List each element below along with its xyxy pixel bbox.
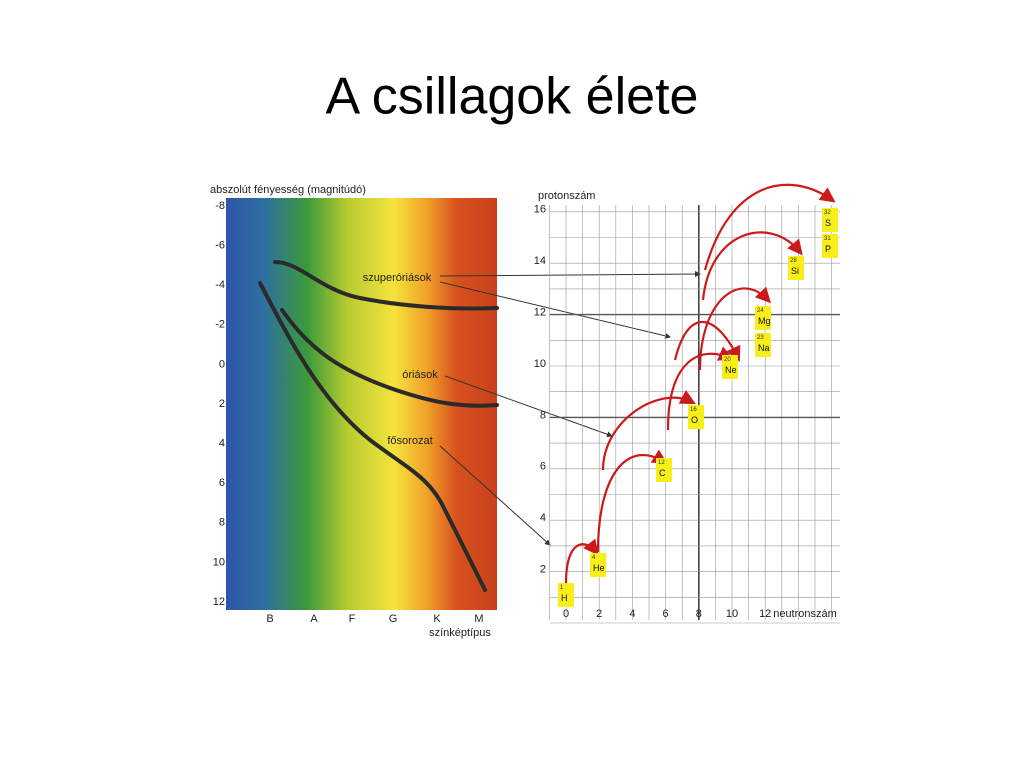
arc (666, 346, 735, 431)
x-label: G (389, 613, 398, 625)
x-label: F (349, 613, 356, 625)
mass-number: 24 (757, 308, 764, 314)
mass-number: 1 (560, 585, 564, 591)
element-symbol: Na (758, 343, 770, 353)
y-label: 6 (219, 477, 225, 489)
giant-curve (280, 308, 499, 408)
x-label: 0 (563, 608, 569, 620)
element-box (558, 583, 574, 607)
y-label: 12 (534, 307, 546, 319)
elements: 1 H 4 He 12 C 16 O 20 Ne 24 Mg 23 Na 28 Si 32 S 31 P (558, 208, 838, 607)
y-label: -4 (215, 279, 225, 291)
x-axis-title: neutronszám (773, 608, 837, 620)
y-label: 0 (219, 358, 225, 370)
y-label: 6 (540, 461, 546, 473)
x-axis-title: színképtípus (429, 627, 491, 639)
x-label: 12 (759, 608, 771, 620)
y-label: 16 (534, 204, 546, 216)
x-label: 6 (663, 608, 669, 620)
arrow (439, 445, 551, 546)
element-symbol: Ne (725, 365, 737, 375)
element-symbol: S (825, 218, 831, 228)
x-label: 2 (596, 608, 602, 620)
mass-number: 12 (658, 460, 665, 466)
main-sequence-curve (258, 281, 487, 592)
element-box (722, 355, 738, 379)
element-symbol: O (691, 415, 698, 425)
slide-title: A csillagok élete (326, 68, 699, 126)
arc (673, 321, 741, 362)
element-symbol: C (659, 468, 666, 478)
mass-number: 28 (790, 258, 797, 264)
arrow (444, 375, 613, 438)
reaction-arcs (564, 183, 836, 584)
element-symbol: Si (791, 266, 799, 276)
element-symbol: H (561, 593, 568, 603)
element-box (656, 458, 672, 482)
y-label: -2 (215, 319, 225, 331)
y-label: 4 (540, 512, 546, 524)
element-box (788, 256, 804, 280)
arrow (439, 281, 671, 339)
x-label: 8 (696, 608, 702, 620)
element-symbol: Mg (758, 316, 771, 326)
arc (601, 390, 696, 471)
supergiant-curve (273, 260, 499, 311)
x-label: B (266, 613, 273, 625)
x-label: 10 (726, 608, 738, 620)
arc (698, 286, 772, 371)
mass-number: 32 (824, 210, 831, 216)
arc (564, 538, 599, 584)
arc (703, 183, 836, 271)
mass-number: 31 (824, 236, 831, 242)
element-box (822, 208, 838, 232)
y-label: 2 (219, 398, 225, 410)
mass-number: 16 (690, 407, 697, 413)
element-box (688, 405, 704, 429)
y-label: -6 (215, 240, 225, 252)
arc (701, 231, 803, 301)
annotation: fősorozat (387, 435, 432, 447)
pointer-arrows (439, 271, 701, 546)
element-symbol: He (593, 563, 605, 573)
y-label: 10 (213, 556, 225, 568)
hr-curves (258, 260, 499, 592)
arc (596, 449, 668, 553)
x-label: M (474, 613, 483, 625)
annotation: szuperóriások (363, 272, 432, 284)
mass-number: 4 (592, 555, 596, 561)
mass-number: 20 (724, 357, 731, 363)
element-symbol: P (825, 244, 831, 254)
y-label: 4 (219, 438, 225, 450)
y-label: -8 (215, 200, 225, 212)
x-label: A (310, 613, 318, 625)
element-box (755, 333, 771, 357)
x-label: 4 (629, 608, 635, 620)
y-label: 12 (213, 596, 225, 608)
x-label: K (433, 613, 441, 625)
y-label: 8 (219, 517, 225, 529)
hr-diagram: abszolút fényesség (magnitúdó) színképtí… (210, 184, 491, 639)
mass-number: 23 (757, 335, 764, 341)
y-label: 14 (534, 255, 546, 267)
arrow (439, 271, 701, 278)
annotation: óriások (402, 369, 438, 381)
y-label: 2 (540, 564, 546, 576)
element-box (822, 234, 838, 258)
element-box (755, 306, 771, 330)
y-label: 8 (540, 409, 546, 421)
y-label: 10 (534, 358, 546, 370)
y-axis-title: protonszám (538, 190, 595, 202)
y-axis-title: abszolút fényesség (magnitúdó) (210, 184, 366, 196)
element-box (590, 553, 606, 577)
